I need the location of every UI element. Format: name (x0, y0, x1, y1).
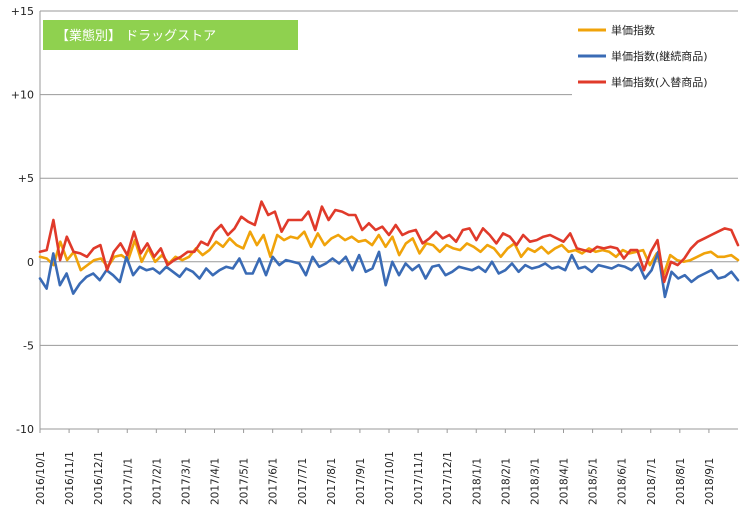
x-tick-label: 2017/8/1 (326, 458, 338, 505)
chart-title-box: 【業態別】 ドラッグストア (43, 20, 298, 50)
y-tick-label: +10 (11, 89, 34, 102)
legend-label: 単価指数(継続商品) (611, 49, 708, 63)
series-line-3 (38, 200, 740, 284)
x-tick-label: 2018/5/1 (588, 458, 600, 505)
x-tick-label: 2017/9/1 (355, 458, 367, 505)
x-tick-label: 2017/6/1 (268, 458, 280, 505)
x-tick-label: 2016/12/1 (93, 451, 105, 505)
y-tick-label: -5 (23, 339, 34, 352)
chart-title: 【業態別】 ドラッグストア (56, 28, 216, 44)
x-tick-label: 2017/12/1 (442, 451, 454, 505)
y-axis: +15 +10 +5 0 -5 -10 (11, 5, 41, 436)
x-tick-label: 2017/5/1 (239, 458, 251, 505)
x-tick-label: 2017/4/1 (210, 458, 222, 505)
x-tick-label: 2018/9/1 (704, 458, 716, 505)
x-tick-label: 2017/7/1 (297, 458, 309, 505)
x-tick-label: 2017/3/1 (180, 458, 192, 505)
x-tick-label: 2018/1/1 (471, 458, 483, 505)
legend-label: 単価指数 (611, 23, 655, 37)
x-tick-label: 2017/10/1 (384, 451, 396, 505)
x-tick-label: 2016/10/1 (35, 451, 47, 505)
series-line-2 (38, 250, 740, 299)
x-tick-label: 2018/2/1 (500, 458, 512, 505)
x-tick-label: 2018/4/1 (559, 458, 571, 505)
x-tick-label: 2017/1/1 (122, 458, 134, 505)
legend-label: 単価指数(入替商品) (611, 75, 708, 89)
x-tick-label: 2018/8/1 (675, 458, 687, 505)
x-tick-label: 2018/7/1 (646, 458, 658, 505)
x-axis: 2016/10/1 2016/11/1 2016/12/1 2017/1/1 2017/… (35, 428, 738, 505)
series-group (38, 200, 740, 299)
x-tick-label: 2016/11/1 (64, 451, 76, 505)
y-tick-label: 0 (27, 256, 34, 269)
y-tick-label: +15 (11, 5, 34, 18)
x-tick-label: 2018/6/1 (617, 458, 629, 505)
y-tick-label: +5 (18, 172, 34, 185)
series-line-1 (38, 230, 740, 277)
x-tick-label: 2017/11/1 (413, 451, 425, 505)
chart-title-background (43, 20, 298, 50)
x-tick-label: 2017/2/1 (151, 458, 163, 505)
y-tick-label: -10 (16, 423, 34, 436)
x-tick-label: 2018/3/1 (529, 458, 541, 505)
